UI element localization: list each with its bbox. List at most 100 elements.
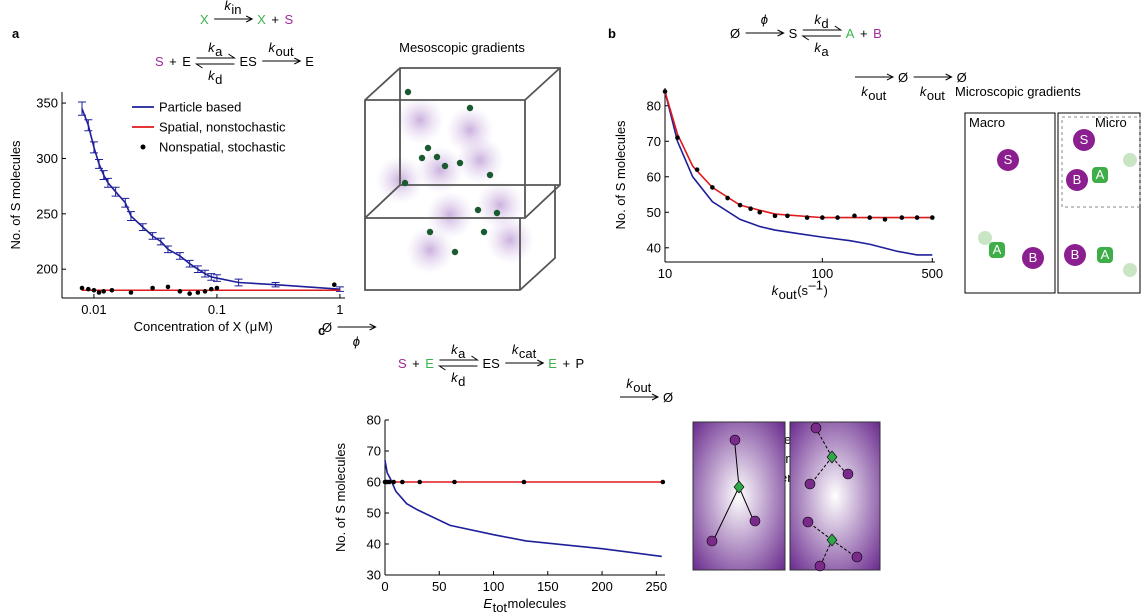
rate-constant: kout xyxy=(268,40,293,59)
label-part: Ø xyxy=(898,70,908,85)
molecule-label: S xyxy=(1004,152,1013,167)
reaction-scheme: ØϕSkdkaA+B xyxy=(730,12,882,59)
species: ES xyxy=(482,356,500,371)
label-part: molecules xyxy=(508,596,567,611)
label-part: out xyxy=(633,380,651,395)
species: Ø xyxy=(322,320,332,335)
rate-constant: kout xyxy=(861,84,886,103)
error-bar xyxy=(78,102,86,115)
series-line xyxy=(82,109,340,290)
data-point xyxy=(80,286,85,291)
cube xyxy=(365,68,560,290)
species: P xyxy=(576,356,585,371)
label-part: S xyxy=(155,54,164,69)
data-point xyxy=(215,286,220,291)
arrow xyxy=(746,30,784,36)
species: E xyxy=(305,54,314,69)
label-part: out xyxy=(275,44,293,59)
data-point xyxy=(332,282,337,287)
label-part: d xyxy=(458,374,465,389)
label-part: + xyxy=(412,356,420,371)
data-point xyxy=(110,288,115,293)
y-tick-label: 40 xyxy=(647,240,661,255)
data-point xyxy=(387,480,392,485)
label-part: S xyxy=(789,26,798,41)
label-part: Ø xyxy=(957,70,967,85)
label-part: out xyxy=(927,88,945,103)
error-bar xyxy=(90,142,98,153)
panel-label: b xyxy=(608,26,616,41)
label-part: ϕ xyxy=(761,12,768,27)
species: + xyxy=(271,12,279,27)
molecule-label: A xyxy=(1101,247,1110,262)
label-part: S xyxy=(398,356,407,371)
data-point xyxy=(930,215,935,220)
x-tick-label: 0 xyxy=(381,579,388,594)
data-point xyxy=(738,203,743,208)
data-point xyxy=(805,215,810,220)
molecule-label: A xyxy=(1096,167,1105,182)
purple-substrate xyxy=(750,516,760,526)
species: + xyxy=(412,356,420,371)
label-part: E xyxy=(548,356,557,371)
data-point xyxy=(86,287,91,292)
data-point xyxy=(391,480,396,485)
species: S xyxy=(284,12,293,27)
y-tick-label: 60 xyxy=(647,169,661,184)
haze xyxy=(416,146,464,194)
data-point xyxy=(675,135,680,140)
data-point xyxy=(710,185,715,190)
purple-substrate xyxy=(707,536,717,546)
x-tick-label: 250 xyxy=(645,579,667,594)
panel-caption: Macro xyxy=(969,115,1005,130)
data-point xyxy=(522,480,527,485)
figure: 2002503003500.010.11No. of S moleculesCo… xyxy=(0,0,1143,612)
label-part: P xyxy=(576,356,585,371)
label-part: Concentration of X ( xyxy=(134,319,250,334)
label-part: + xyxy=(169,54,177,69)
data-point xyxy=(867,215,872,220)
y-tick-label: 70 xyxy=(647,134,661,149)
label-part: Ø xyxy=(730,26,740,41)
rate-constant: ϕ xyxy=(353,334,360,349)
haze xyxy=(476,181,524,229)
rate-constant: ka xyxy=(208,40,223,59)
panel-frame xyxy=(965,113,1055,293)
molecule xyxy=(402,180,408,186)
x-tick-label: 0.01 xyxy=(81,302,106,317)
data-point xyxy=(178,289,183,294)
y-tick-label: 70 xyxy=(367,444,381,459)
data-point xyxy=(417,480,422,485)
purple-substrate xyxy=(852,552,862,562)
series-line xyxy=(385,460,662,556)
purple-substrate xyxy=(805,479,815,489)
purple-substrate xyxy=(730,435,740,445)
arrow xyxy=(914,74,952,80)
label-part: + xyxy=(860,26,868,41)
molecule xyxy=(427,229,433,235)
x-axis-label: kout (s–1) xyxy=(772,277,828,302)
y-tick-label: 200 xyxy=(36,262,58,277)
rate-constant: kout xyxy=(626,376,651,395)
data-point xyxy=(757,210,762,215)
species: S xyxy=(398,356,407,371)
error-bar xyxy=(84,120,92,131)
data-point xyxy=(695,167,700,172)
y-axis-label: No. of S molecules xyxy=(333,442,348,552)
data-point xyxy=(835,215,840,220)
panel-caption: Micro xyxy=(1095,115,1127,130)
x-tick-label: 200 xyxy=(591,579,613,594)
purple-substrate xyxy=(815,561,825,571)
species: + xyxy=(562,356,570,371)
search-panel xyxy=(693,422,785,570)
label-part: cat xyxy=(519,346,537,361)
data-point xyxy=(725,196,730,201)
label-part: out xyxy=(779,287,797,302)
species: S xyxy=(155,54,164,69)
arrow xyxy=(855,74,893,80)
molecule xyxy=(457,160,463,166)
data-point xyxy=(400,480,405,485)
data-point xyxy=(209,287,214,292)
molecule xyxy=(467,105,473,111)
